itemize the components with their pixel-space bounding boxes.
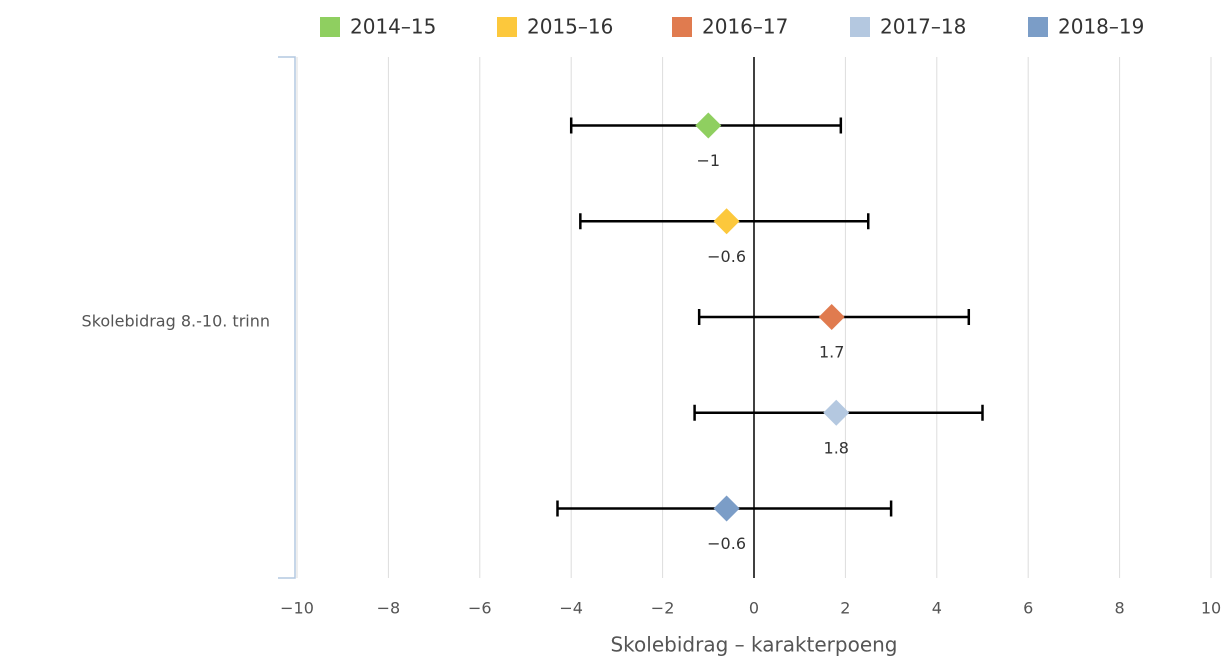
legend-label: 2014–15 — [350, 15, 436, 39]
marker — [713, 495, 740, 522]
x-tick-label: 10 — [1201, 599, 1221, 618]
marker — [823, 399, 850, 426]
x-tick-label: 6 — [1023, 599, 1033, 618]
legend-label: 2016–17 — [702, 15, 788, 39]
data-label: 1.7 — [819, 343, 844, 362]
legend-swatch — [672, 17, 692, 37]
marker — [818, 304, 845, 330]
data-label: 1.8 — [824, 438, 849, 457]
x-tick-label: −10 — [280, 599, 314, 618]
legend-label: 2015–16 — [527, 15, 613, 39]
data-label: −0.6 — [707, 247, 746, 266]
x-tick-label: −6 — [468, 599, 492, 618]
category-axis — [278, 56, 296, 579]
legend-swatch — [1028, 17, 1048, 37]
x-tick-label: 4 — [932, 599, 942, 618]
x-tick-label: 0 — [749, 599, 759, 618]
legend-swatch — [497, 17, 517, 37]
x-tick-label: −8 — [377, 599, 401, 618]
data-label: −0.6 — [707, 534, 746, 553]
x-axis-label: Skolebidrag – karakterpoeng — [610, 633, 897, 657]
x-tick-label: 8 — [1115, 599, 1125, 618]
x-tick-label: −2 — [651, 599, 675, 618]
legend-label: 2017–18 — [880, 15, 966, 39]
legend-swatch — [850, 17, 870, 37]
data-label: −1 — [697, 151, 721, 170]
legend-swatch — [320, 17, 340, 37]
y-tick-label: Skolebidrag 8.-10. trinn — [82, 312, 270, 331]
x-tick-label: 2 — [840, 599, 850, 618]
legend-label: 2018–19 — [1058, 15, 1144, 39]
marker — [695, 112, 722, 139]
x-tick-label: −4 — [559, 599, 583, 618]
marker — [713, 208, 740, 235]
